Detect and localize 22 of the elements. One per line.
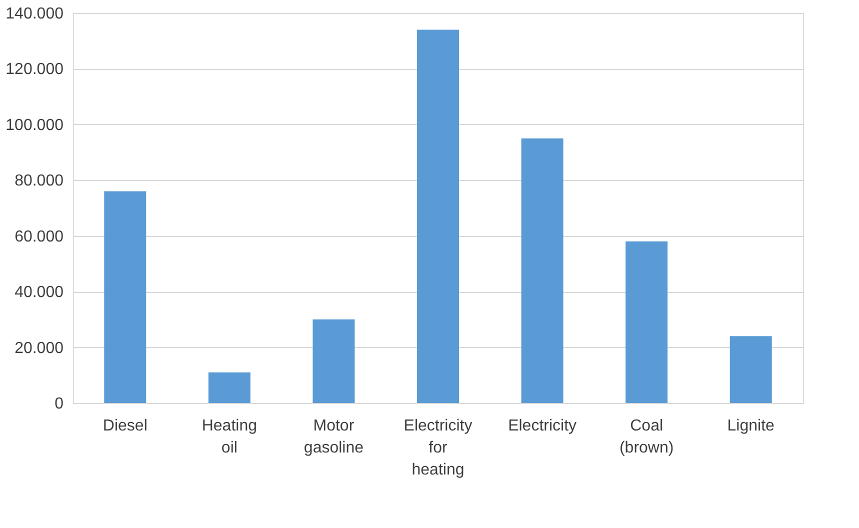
x-tick-label: Electricity	[508, 418, 577, 434]
y-tick-label: 80.000	[14, 172, 64, 190]
y-tick-label: 40.000	[14, 284, 64, 302]
y-tick-label: 120.000	[6, 61, 64, 78]
bar	[626, 241, 668, 403]
y-tick-label: 20.000	[14, 340, 64, 357]
x-tick-label: Motor gasoline	[304, 418, 364, 456]
x-tick-label: Electricity for heating	[404, 418, 472, 478]
y-tick-label: 0	[54, 396, 64, 412]
bar	[312, 319, 355, 403]
x-tick-label: Lignite	[727, 418, 775, 434]
x-tick-label: Diesel	[102, 418, 148, 434]
bar	[521, 138, 564, 403]
bar	[104, 191, 146, 403]
y-tick-label: 60.000	[14, 228, 64, 246]
bar	[208, 372, 250, 403]
y-tick-label: 140.000	[6, 6, 64, 22]
x-tick-label: Heating oil	[202, 418, 258, 456]
x-tick-label: Coal (brown)	[619, 418, 674, 456]
y-tick-label: 100.000	[6, 116, 64, 134]
bar	[417, 30, 459, 403]
bar	[730, 336, 772, 403]
